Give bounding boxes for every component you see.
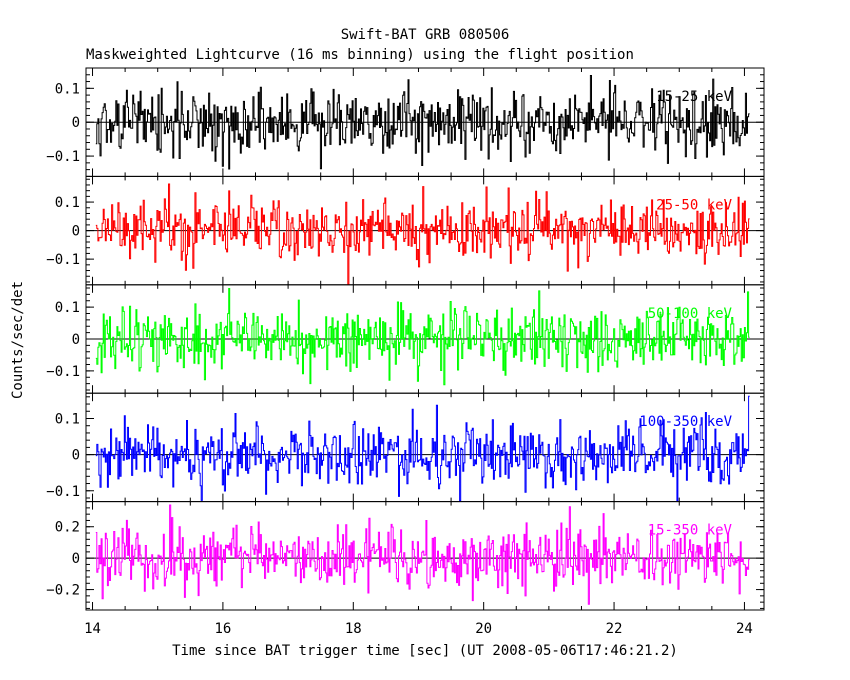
y-tick-label: −0.2 — [46, 583, 80, 599]
series-line — [95, 395, 750, 502]
panel-2: −0.1 0 0.1 50-100 keV — [46, 284, 765, 394]
x-axis-label: Time since BAT trigger time [sec] (UT 20… — [172, 643, 678, 659]
panel-group: −0.1 0 0.1 15-25 keV −0.1 0 0.1 25-50 keV −0.1 0 0… — [46, 67, 765, 611]
x-tick-label: 22 — [606, 621, 623, 637]
panel-3: −0.1 0 0.1 100-350 keV — [46, 392, 765, 503]
chart-title: Swift-BAT GRB 080506 — [341, 27, 510, 43]
y-tick-label: −0.1 — [46, 252, 80, 268]
panel-frame — [85, 501, 765, 611]
y-tick-label: 0 — [72, 224, 80, 240]
panel-1: −0.1 0 0.1 25-50 keV — [46, 175, 765, 286]
y-tick-label: 0 — [72, 551, 80, 567]
x-tick-label: 14 — [84, 621, 101, 637]
x-tick-label: 20 — [475, 621, 492, 637]
y-tick-label: 0 — [72, 332, 80, 348]
y-tick-label: 0 — [72, 448, 80, 464]
y-axis-label: Counts/sec/det — [10, 281, 26, 399]
band-label: 50-100 keV — [648, 306, 733, 322]
x-tick-label: 24 — [736, 621, 753, 637]
y-tick-label: −0.1 — [46, 484, 80, 500]
panel-0: −0.1 0 0.1 15-25 keV — [46, 67, 765, 177]
band-label: 25-50 keV — [656, 197, 732, 213]
x-tick-label: 18 — [345, 621, 362, 637]
band-label: 100-350 keV — [639, 414, 732, 430]
x-tick-label: 16 — [214, 621, 231, 637]
y-tick-label: 0.1 — [55, 411, 80, 427]
panel-4: −0.2 0 0.2 15-350 keV — [46, 501, 765, 611]
series-line — [95, 504, 750, 605]
series-line — [95, 75, 750, 170]
band-label: 15-25 keV — [656, 89, 732, 105]
y-tick-label: 0.1 — [55, 81, 80, 97]
y-tick-label: −0.1 — [46, 364, 80, 380]
y-tick-label: −0.1 — [46, 149, 80, 165]
series-line — [95, 183, 750, 285]
y-tick-label: 0 — [72, 115, 80, 131]
y-tick-label: 0.1 — [55, 195, 80, 211]
series-line — [95, 288, 750, 386]
x-tick-labels: 14 16 18 20 22 24 — [84, 621, 753, 637]
y-tick-label: 0.1 — [55, 300, 80, 316]
y-tick-label: 0.2 — [55, 520, 80, 536]
band-label: 15-350 keV — [648, 523, 733, 539]
chart-subtitle: Maskweighted Lightcurve (16 ms binning) … — [86, 47, 634, 63]
